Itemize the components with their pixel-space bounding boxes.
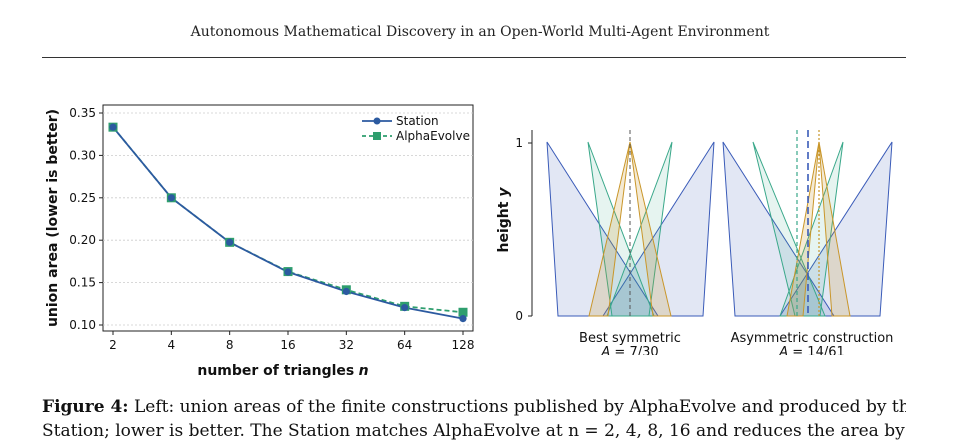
point-station (109, 123, 117, 131)
x-tick-label: 4 (168, 338, 176, 352)
point-station (167, 194, 175, 202)
y-tick-label: 0.10 (69, 318, 96, 332)
x-axis-label-main: number of triangles (197, 363, 354, 379)
y-tick-label: 0.20 (69, 233, 96, 247)
union-area-line-chart: 0.10 0.15 0.20 0.25 0.30 0.35 2 4 8 16 32 64 128 un… (45, 104, 474, 379)
point-station (401, 304, 409, 312)
caption-line-2: Station; lower is better. The Station ma… (42, 421, 906, 441)
tri-y-axis-label-var: y (496, 187, 512, 197)
caption-label: Figure 4: (42, 397, 129, 417)
y-tick-label: 0.25 (69, 191, 96, 205)
x-tick-label: 128 (452, 338, 475, 352)
tri-y-axis-label-main: height (496, 201, 512, 252)
y-ticks: 0.10 0.15 0.20 0.25 0.30 0.35 (69, 106, 103, 332)
panel-best-symmetric: Best symmetric A = 7/30 (546, 130, 715, 355)
caption-line-1: Left: union areas of the finite construc… (133, 397, 906, 417)
point-station (226, 238, 234, 246)
panel-best-symmetric-area: A = 7/30 (600, 345, 658, 355)
figure-caption: Figure 4: Left: union areas of the finit… (42, 395, 906, 443)
running-header: Autonomous Mathematical Discovery in an … (190, 24, 770, 40)
x-axis-label-var: n (359, 363, 369, 379)
legend-label-station: Station (396, 114, 439, 128)
legend: Station AlphaEvolve (362, 114, 470, 143)
panel-asymmetric-title: Asymmetric construction (731, 331, 894, 346)
x-ticks: 2 4 8 16 32 64 128 (109, 331, 474, 352)
x-tick-label: 2 (109, 338, 117, 352)
point-station (459, 315, 467, 323)
panel-best-symmetric-title: Best symmetric (579, 331, 681, 346)
point-alphaevolve (458, 307, 468, 317)
point-station (342, 287, 350, 296)
y-axis-label: union area (lower is better) (45, 109, 61, 327)
tri-y-axis-label: height y (496, 187, 512, 253)
series-layer (108, 122, 468, 323)
x-tick-label: 32 (339, 338, 354, 352)
tri-ytick-1: 1 (515, 136, 523, 150)
panel-asymmetric-area: A = 14/61 (778, 345, 845, 355)
tri-ytick-0: 0 (515, 309, 523, 323)
x-tick-label: 64 (397, 338, 412, 352)
legend-label-alphaevolve: AlphaEvolve (396, 129, 470, 143)
point-station (284, 268, 292, 276)
header-rule (42, 57, 906, 58)
y-tick-label: 0.35 (69, 106, 96, 120)
triangle-constructions-figure: height y 1 0 Best symmetric A = 7/30 (496, 130, 894, 355)
series-line-alphaevolve (112, 126, 464, 314)
x-tick-label: 8 (226, 338, 234, 352)
x-tick-label: 16 (280, 338, 295, 352)
y-tick-label: 0.30 (69, 148, 96, 162)
y-tick-label: 0.15 (69, 276, 96, 290)
series-line-station (112, 126, 464, 320)
grid-lines (103, 112, 473, 326)
x-axis-label: number of triangles n (197, 363, 368, 379)
panel-asymmetric: Asymmetric construction A = 14/61 (722, 130, 894, 355)
